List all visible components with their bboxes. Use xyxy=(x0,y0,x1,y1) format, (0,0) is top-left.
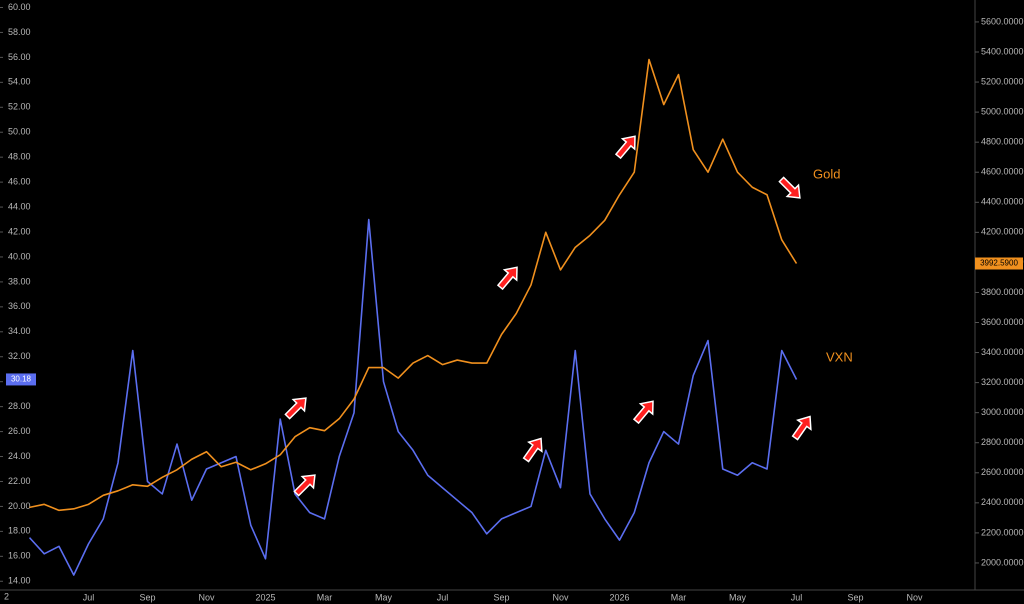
y-tick-label: 20.00 xyxy=(8,501,31,511)
value-label: 30.18 xyxy=(11,375,32,384)
y-tick-label: 42.00 xyxy=(8,226,31,236)
y2-tick-label: 4400.0000 xyxy=(981,197,1024,207)
arrow xyxy=(284,397,307,420)
x-tick-label: Mar xyxy=(671,592,687,602)
arrow xyxy=(632,400,654,425)
y-tick-label: 44.00 xyxy=(8,201,31,211)
x-tick-label: Nov xyxy=(906,592,923,602)
arrow xyxy=(522,437,543,463)
x-tick-label: Sep xyxy=(139,592,155,602)
y2-tick-label: 3400.0000 xyxy=(981,347,1024,357)
y2-tick-label: 3000.0000 xyxy=(981,407,1024,417)
y-tick-label: 58.00 xyxy=(8,27,31,37)
y-tick-label: 50.00 xyxy=(8,127,31,137)
y-tick-label: 26.00 xyxy=(8,426,31,436)
value-label: 3992.5900 xyxy=(980,259,1018,268)
y2-tick-label: 2600.0000 xyxy=(981,467,1024,477)
y2-tick-label: 3600.0000 xyxy=(981,317,1024,327)
y2-tick-label: 3800.0000 xyxy=(981,287,1024,297)
arrow xyxy=(791,415,812,441)
y-tick-label: 36.00 xyxy=(8,301,31,311)
y-tick-label: 38.00 xyxy=(8,276,31,286)
y2-tick-label: 2200.0000 xyxy=(981,527,1024,537)
x-tick-label: Sep xyxy=(493,592,509,602)
series-line xyxy=(29,58,798,512)
x-tick-label: May xyxy=(729,592,747,602)
y2-tick-label: 5400.0000 xyxy=(981,46,1024,56)
y-tick-label: 18.00 xyxy=(8,526,31,536)
x-tick-label: Jul xyxy=(791,592,803,602)
arrows xyxy=(284,135,812,497)
arrow xyxy=(496,266,518,291)
x-tick-label: Jul xyxy=(437,592,449,602)
x-tick-label: Mar xyxy=(317,592,333,602)
arrow xyxy=(778,176,801,199)
y2-tick-label: 4200.0000 xyxy=(981,227,1024,237)
x-tick-label: Nov xyxy=(552,592,569,602)
x-tick-label: Jul xyxy=(83,592,95,602)
corner-label: 2 xyxy=(4,591,9,601)
y-tick-label: 28.00 xyxy=(8,401,31,411)
y2-tick-label: 5200.0000 xyxy=(981,76,1024,86)
y2-tick-label: 4800.0000 xyxy=(981,137,1024,147)
y2-tick-label: 3200.0000 xyxy=(981,377,1024,387)
y2-tick-label: 5000.0000 xyxy=(981,106,1024,116)
y-tick-label: 54.00 xyxy=(8,77,31,87)
x-tick-label: 2026 xyxy=(609,592,629,602)
x-tick-label: Sep xyxy=(847,592,863,602)
y-tick-label: 56.00 xyxy=(8,52,31,62)
value-badge xyxy=(975,257,1023,270)
y-tick-label: 34.00 xyxy=(8,326,31,336)
y2-tick-label: 2400.0000 xyxy=(981,497,1024,507)
y2-tick-label: 2800.0000 xyxy=(981,437,1024,447)
y-tick-label: 22.00 xyxy=(8,476,31,486)
y2-tick-label: 5600.0000 xyxy=(981,16,1024,26)
y-tick-label: 46.00 xyxy=(8,176,31,186)
annotation: Gold xyxy=(813,166,840,181)
y-tick-label: 60.00 xyxy=(8,2,31,12)
y2-tick-label: 4600.0000 xyxy=(981,167,1024,177)
arrow xyxy=(614,135,636,160)
annotation: VXN xyxy=(826,349,853,364)
y-tick-label: 40.00 xyxy=(8,251,31,261)
y-tick-label: 48.00 xyxy=(8,152,31,162)
x-tick-label: 2025 xyxy=(255,592,275,602)
arrow xyxy=(293,474,316,497)
x-tick-label: May xyxy=(375,592,393,602)
y-tick-label: 14.00 xyxy=(8,576,31,586)
value-badge xyxy=(6,373,36,386)
y-tick-label: 16.00 xyxy=(8,551,31,561)
y-tick-label: 24.00 xyxy=(8,451,31,461)
series-line xyxy=(28,218,798,576)
y-tick-label: 52.00 xyxy=(8,102,31,112)
x-tick-label: Nov xyxy=(198,592,215,602)
y-tick-label: 32.00 xyxy=(8,351,31,361)
y2-tick-label: 2000.0000 xyxy=(981,557,1024,567)
